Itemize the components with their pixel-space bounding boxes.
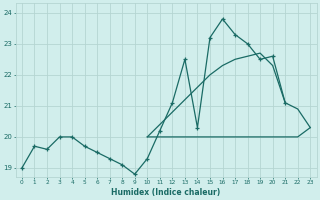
X-axis label: Humidex (Indice chaleur): Humidex (Indice chaleur) xyxy=(111,188,221,197)
